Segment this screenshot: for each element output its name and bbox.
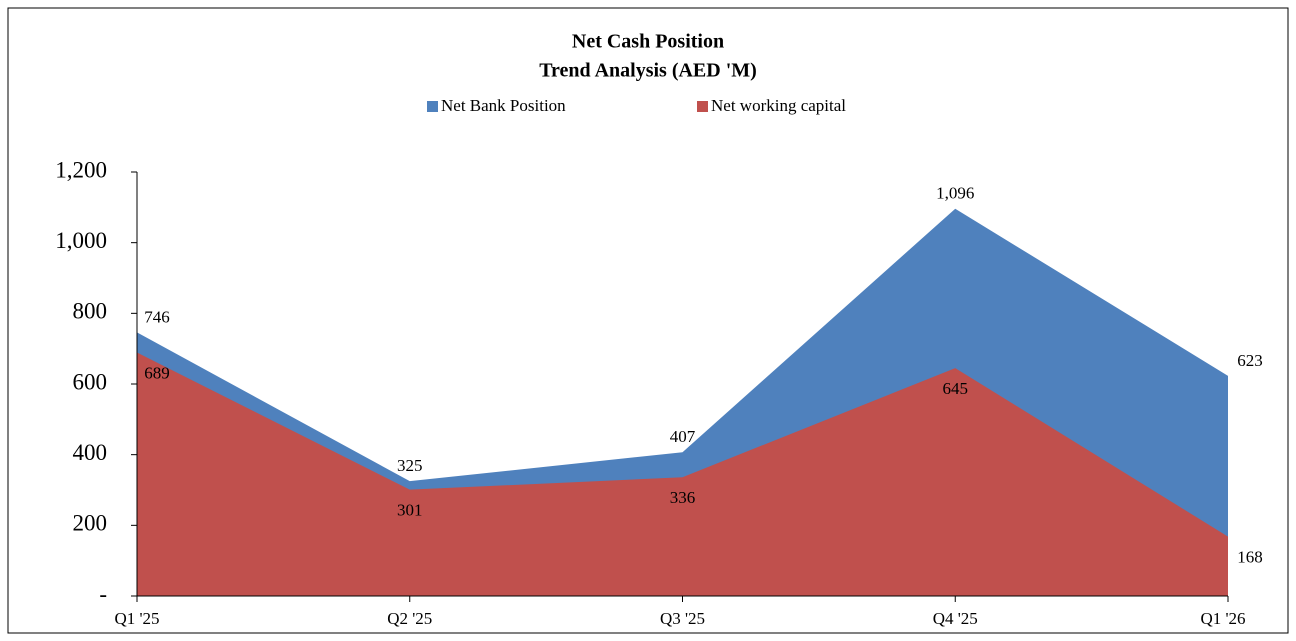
area: [137, 352, 1228, 596]
data-label: 336: [670, 488, 696, 507]
y-tick-label: 1,200: [55, 157, 107, 182]
data-label: 407: [670, 427, 696, 446]
y-tick-label: 1,000: [55, 228, 107, 253]
y-tick-label: 800: [73, 299, 108, 324]
legend-label: Net working capital: [711, 96, 846, 115]
data-label: 301: [397, 501, 423, 520]
data-label: 689: [144, 363, 170, 382]
data-label: 645: [943, 379, 969, 398]
y-tick-label: 200: [73, 511, 108, 536]
data-label: 746: [144, 307, 170, 326]
x-tick-label: Q3 '25: [660, 609, 705, 628]
legend-swatch: [427, 101, 438, 112]
legend-label: Net Bank Position: [441, 96, 566, 115]
data-label: 325: [397, 456, 423, 475]
x-tick-label: Q4 '25: [933, 609, 978, 628]
legend-swatch: [697, 101, 708, 112]
y-tick-label: -: [99, 581, 107, 606]
chart-title: Net Cash Position: [572, 31, 724, 53]
y-tick-label: 600: [73, 369, 108, 394]
x-tick-label: Q1 '26: [1200, 609, 1245, 628]
chart-subtitle: Trend Analysis (AED 'M): [539, 60, 757, 82]
x-tick-label: Q1 '25: [114, 609, 159, 628]
data-label: 1,096: [936, 184, 974, 203]
x-tick-label: Q2 '25: [387, 609, 432, 628]
data-label: 623: [1237, 351, 1263, 370]
data-label: 168: [1237, 548, 1263, 567]
y-tick-label: 400: [73, 440, 108, 465]
